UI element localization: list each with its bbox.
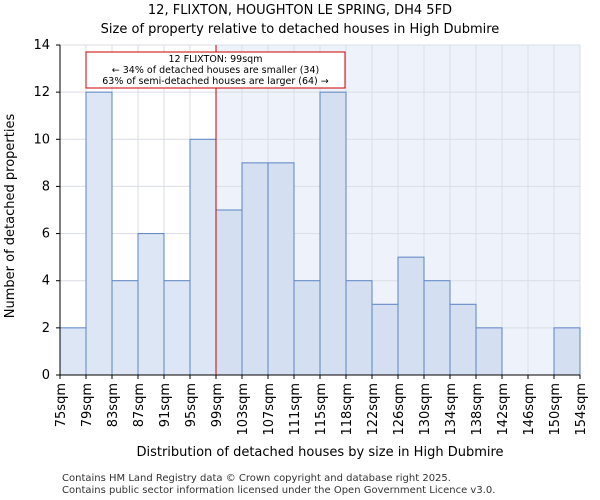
x-axis-label: Distribution of detached houses by size … [136,445,503,460]
bar-75sqm [59,327,87,376]
x-tick-label: 79sqm [80,383,95,427]
y-tick-label: 14 [33,38,50,53]
annotation-box [85,51,346,89]
chart-title: 12, FLIXTON, HOUGHTON LE SPRING, DH4 5FD [148,3,452,18]
x-tick-label: 91sqm [158,383,173,427]
bar-91sqm [163,280,191,376]
bar-95sqm [189,138,217,376]
bar-87sqm [137,233,165,376]
y-tick-label: 4 [42,274,50,289]
y-tick-label: 2 [42,321,50,336]
plot-area: 0 2 4 6 8 10 12 14 75sqm 79sqm 83sqm 87sqm 91sqm 95sq… [33,38,589,436]
bar-111sqm [293,280,321,376]
bar-150sqm [553,327,581,376]
x-tick-label: 103sqm [236,383,251,436]
x-tick-label: 99sqm [210,383,225,427]
x-tick-label: 130sqm [418,383,433,436]
bar-107sqm [267,162,295,376]
bar-126sqm [397,256,425,376]
x-tick-label: 75sqm [54,383,69,427]
bar-118sqm [345,280,373,376]
x-tick-label: 126sqm [392,383,407,436]
x-tick-label: 111sqm [288,383,303,436]
x-tick-label: 138sqm [470,383,485,436]
x-tick-label: 115sqm [314,383,329,436]
y-tick-label: 6 [42,227,50,242]
x-tick-label: 142sqm [496,383,511,436]
bar-103sqm [241,162,269,376]
annotation-line-3: 63% of semi-detached houses are larger (… [102,76,329,87]
x-tick-label: 83sqm [106,383,121,427]
x-tick-label: 87sqm [132,383,147,427]
x-tick-label: 134sqm [444,383,459,436]
annotation-line-1: 12 FLIXTON: 99sqm [169,54,263,65]
y-tick-label: 12 [33,85,50,100]
bar-99sqm [215,209,243,376]
y-tick-label: 8 [42,179,50,194]
annotation-line-2: ← 34% of detached houses are smaller (34… [112,65,319,76]
bar-83sqm [111,280,139,376]
x-tick-label: 118sqm [340,383,355,436]
bar-138sqm [475,327,503,376]
x-tick-label: 107sqm [262,383,277,436]
y-tick-label: 0 [42,368,50,383]
x-tick-label: 95sqm [184,383,199,427]
footer-line-2: Contains public sector information licen… [62,485,495,496]
chart-subtitle: Size of property relative to detached ho… [101,22,500,37]
bar-122sqm [371,303,399,376]
y-tick-label: 10 [33,132,50,147]
bar-115sqm [319,91,347,376]
x-tick-label: 146sqm [522,383,537,436]
x-tick-label: 122sqm [366,383,381,436]
x-tick-label: 150sqm [548,383,563,436]
footer-line-1: Contains HM Land Registry data © Crown c… [62,473,451,484]
bar-79sqm [85,91,113,376]
y-axis-label: Number of detached properties [3,114,18,319]
bar-130sqm [423,280,451,376]
x-tick-label: 154sqm [574,383,589,436]
bar-134sqm [449,303,477,376]
